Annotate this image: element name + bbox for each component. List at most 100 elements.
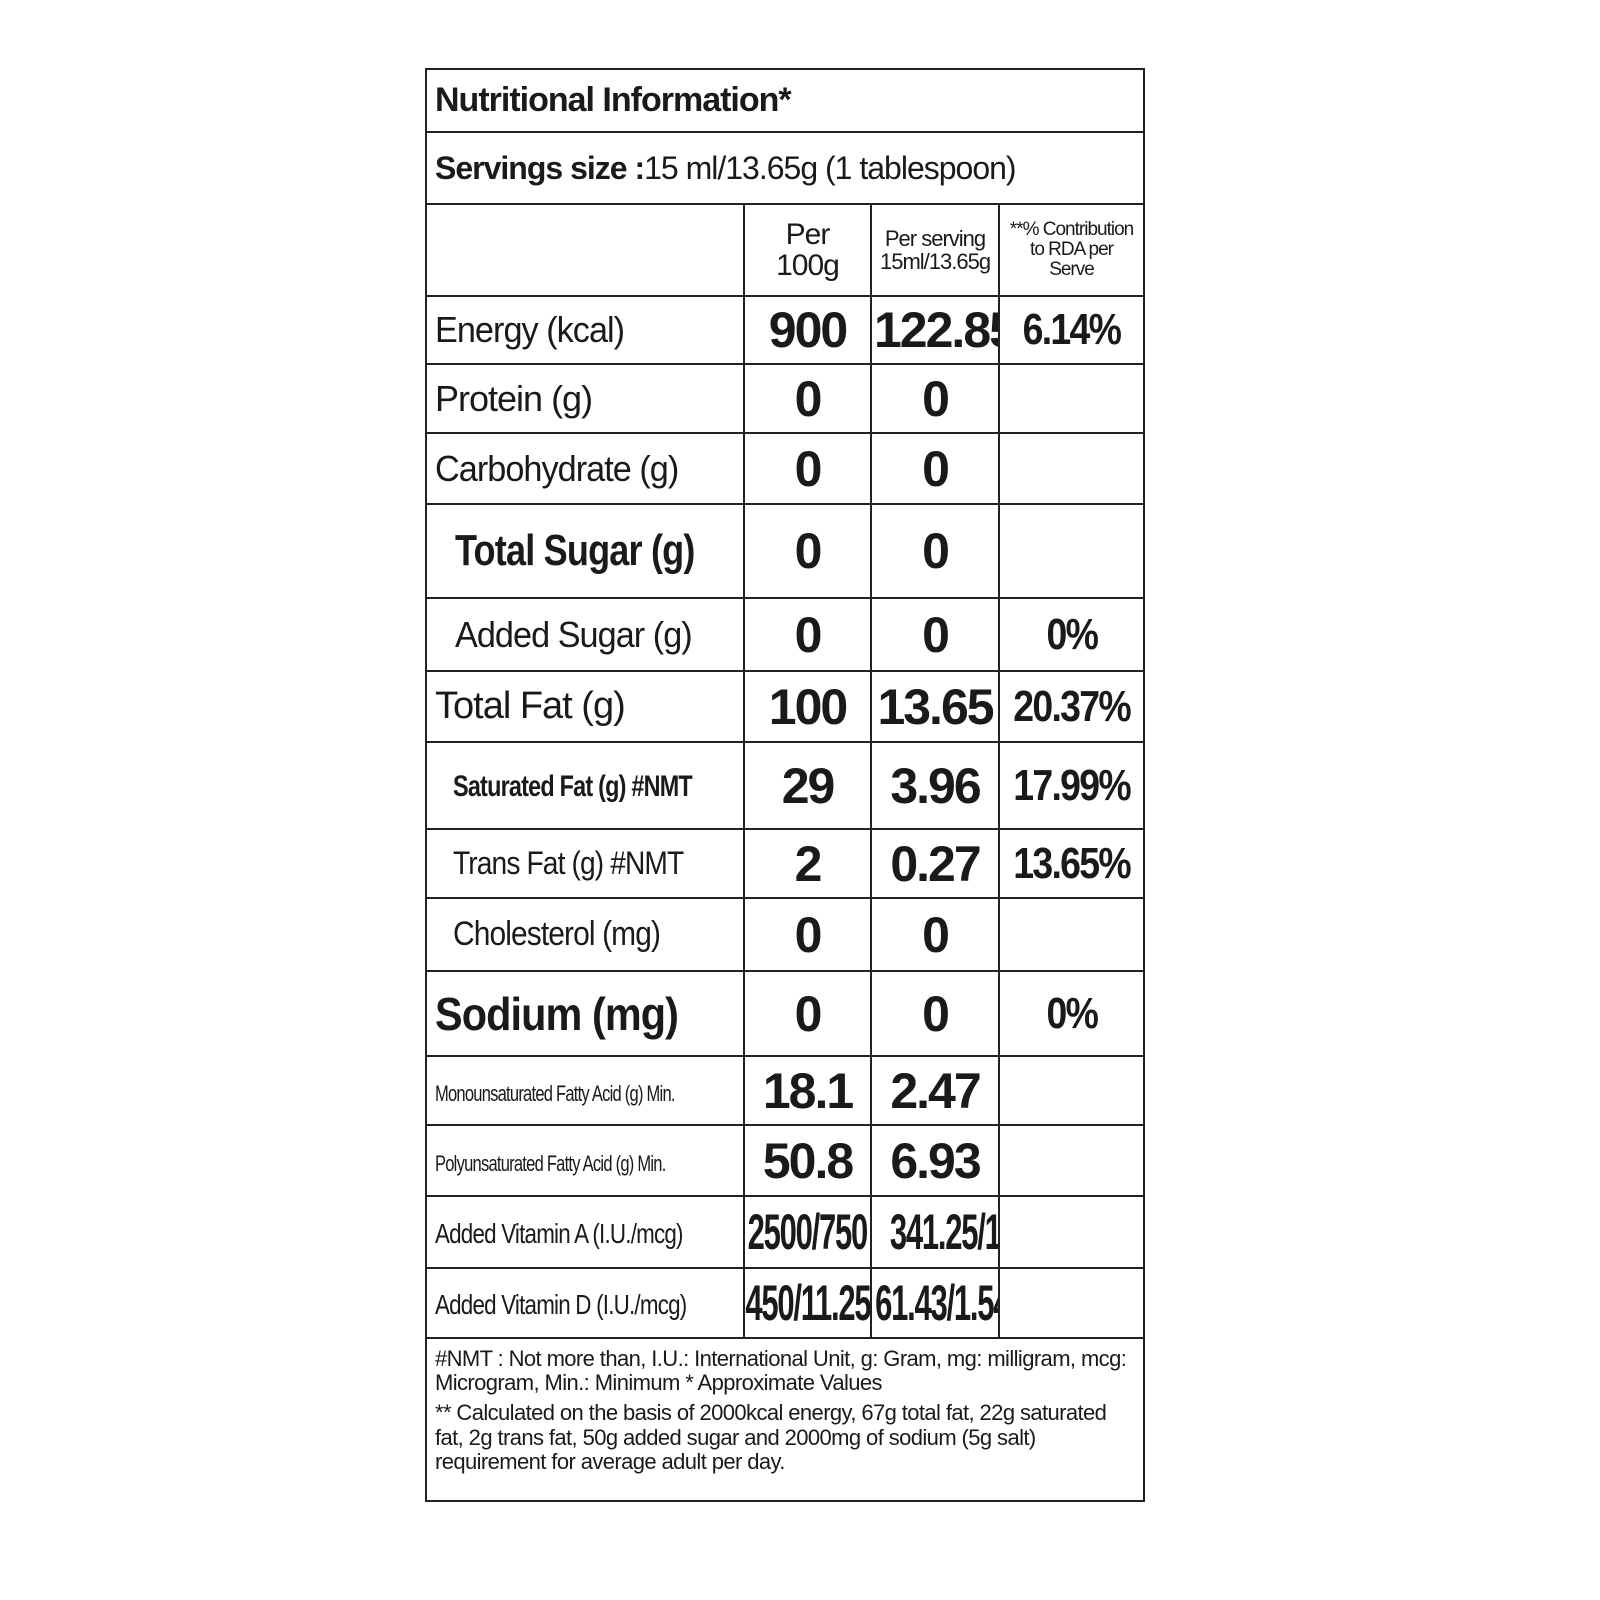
title: Nutritional Information* <box>424 68 1146 133</box>
serving-value: 15 ml/13.65g (1 tablespoon) <box>644 149 1016 186</box>
value-per-serving: 61.43/1.54 <box>875 1275 999 1331</box>
value-cell: 0 <box>743 503 872 599</box>
nutrition-table: Nutritional Information* Servings size :… <box>424 68 1146 1502</box>
value-cell <box>997 1055 1146 1126</box>
nutrient-label-cell: Cholesterol (mg) <box>425 897 745 972</box>
nutrient-label: Added Vitamin A (I.U./mcg) <box>435 1217 684 1249</box>
value-per-serving: 0 <box>922 523 950 579</box>
serving-cell: Servings size :15 ml/13.65g (1 tablespoo… <box>424 131 1146 205</box>
value-per-100g: 18.1 <box>762 1062 854 1119</box>
footnote: #NMT : Not more than, I.U.: Internationa… <box>435 1346 1127 1396</box>
value-cell <box>997 363 1146 434</box>
value-per-100g: 50.8 <box>762 1132 854 1189</box>
footnote: ** Calculated on the basis of 2000kcal e… <box>435 1400 1107 1474</box>
value-cell: 100 <box>743 670 872 743</box>
value-cell <box>997 503 1146 599</box>
value-per-serving: 0 <box>922 370 950 427</box>
nutrient-label-cell: Saturated Fat (g) #NMT <box>425 741 745 830</box>
value-rda: 0% <box>1046 988 1098 1038</box>
serving-label: Servings size : <box>435 149 645 186</box>
value-rda: 13.65% <box>1013 838 1131 888</box>
nutrient-row: Total Sugar (g) 0 0 <box>425 503 1146 599</box>
value-cell: 341.25/102.38 <box>870 1195 1000 1269</box>
value-cell: 0.27 <box>870 828 1000 899</box>
value-cell: 0 <box>870 363 1000 434</box>
value-per-100g: 29 <box>781 757 836 814</box>
nutrient-label-cell: Protein (g) <box>425 363 745 434</box>
title-row: Nutritional Information* <box>424 68 1146 133</box>
serving-row: Servings size :15 ml/13.65g (1 tablespoo… <box>424 131 1146 205</box>
nutrient-row: Cholesterol (mg) 0 0 <box>425 897 1146 972</box>
nutrient-row: Added Sugar (g) 0 0 0% <box>425 597 1146 672</box>
nutrient-label-cell: Added Sugar (g) <box>425 597 745 672</box>
nutrient-label-cell: Carbohydrate (g) <box>425 432 745 505</box>
value-per-100g: 0 <box>794 523 823 579</box>
value-cell: 29 <box>743 741 872 830</box>
value-rda: 6.14% <box>1022 305 1122 354</box>
nutrient-label-cell: Monounsaturated Fatty Acid (g) Min. <box>425 1055 745 1126</box>
nutrient-label: Sodium (mg) <box>435 987 679 1040</box>
nutrient-row: Added Vitamin D (I.U./mcg) 450/11.25 61.43… <box>425 1267 1146 1339</box>
value-cell: 0 <box>743 970 872 1057</box>
nutrient-label: Polyunsaturated Fatty Acid (g) Min. <box>435 1151 666 1176</box>
value-cell: 0 <box>870 432 1000 505</box>
nutrient-label: Trans Fat (g) #NMT <box>453 845 684 881</box>
nutrient-label: Monounsaturated Fatty Acid (g) Min. <box>435 1081 675 1106</box>
value-cell: 6.14% <box>997 295 1146 365</box>
value-per-serving: 0.27 <box>890 835 981 892</box>
nutrient-label: Carbohydrate (g) <box>435 447 679 489</box>
nutrient-label-cell: Energy (kcal) <box>425 295 745 365</box>
nutrient-label: Total Sugar (g) <box>455 526 695 575</box>
nutrient-label-cell: Polyunsaturated Fatty Acid (g) Min. <box>425 1124 745 1197</box>
nutrient-row: Saturated Fat (g) #NMT 29 3.96 17.99% <box>425 741 1146 830</box>
value-cell: 450/11.25 <box>743 1267 872 1339</box>
value-per-serving: 6.93 <box>890 1132 981 1189</box>
column-header: Per 100g <box>743 203 872 297</box>
value-per-serving: 0 <box>922 906 950 963</box>
value-cell: 0 <box>870 970 1000 1057</box>
nutrient-label: Saturated Fat (g) #NMT <box>453 770 693 803</box>
nutrient-label-cell: Total Fat (g) <box>425 670 745 743</box>
value-rda: 20.37% <box>1013 681 1131 731</box>
value-cell: 2500/750 <box>743 1195 872 1269</box>
value-cell: 2.47 <box>870 1055 1000 1126</box>
value-cell: 50.8 <box>743 1124 872 1197</box>
value-cell: 900 <box>743 295 872 365</box>
value-per-100g: 0 <box>794 606 823 663</box>
value-cell: 0 <box>743 897 872 972</box>
value-per-serving: 0 <box>922 440 950 497</box>
value-per-100g: 0 <box>794 440 823 497</box>
nutrient-label: Total Fat (g) <box>435 685 626 727</box>
nutrient-label-cell: Added Vitamin D (I.U./mcg) <box>425 1267 745 1339</box>
value-per-serving: 0 <box>922 985 950 1042</box>
value-cell: 3.96 <box>870 741 1000 830</box>
value-per-100g: 0 <box>794 906 823 963</box>
value-per-serving: 0 <box>922 606 950 663</box>
footer-row: #NMT : Not more than, I.U.: Internationa… <box>424 1337 1146 1502</box>
value-per-100g: 900 <box>768 302 848 358</box>
nutrient-label-cell: Total Sugar (g) <box>425 503 745 599</box>
value-cell: 122.85 <box>870 295 1000 365</box>
value-cell: 0 <box>870 503 1000 599</box>
value-per-serving: 2.47 <box>890 1062 981 1119</box>
value-cell: 0% <box>997 970 1146 1057</box>
value-per-serving: 3.96 <box>890 757 981 814</box>
nutrient-row: Monounsaturated Fatty Acid (g) Min. 18.1 2… <box>425 1055 1146 1126</box>
value-cell: 0% <box>997 597 1146 672</box>
value-cell: 0 <box>870 897 1000 972</box>
value-cell: 0 <box>743 363 872 434</box>
value-per-100g: 450/11.25 <box>745 1275 871 1331</box>
nutrient-label: Cholesterol (mg) <box>453 915 661 953</box>
nutrient-row: Energy (kcal) 900 122.85 6.14% <box>425 295 1146 365</box>
value-per-serving: 13.65 <box>877 678 994 735</box>
value-per-100g: 2500/750 <box>747 1204 869 1260</box>
nutrient-row: Total Fat (g) 100 13.65 20.37% <box>425 670 1146 743</box>
value-per-100g: 0 <box>794 985 823 1042</box>
header-blank <box>425 203 745 297</box>
value-cell: 6.93 <box>870 1124 1000 1197</box>
nutrient-label-cell: Trans Fat (g) #NMT <box>425 828 745 899</box>
value-cell: 2 <box>743 828 872 899</box>
nutrient-row: Added Vitamin A (I.U./mcg) 2500/750 341.25… <box>425 1195 1146 1269</box>
value-cell: 0 <box>870 597 1000 672</box>
